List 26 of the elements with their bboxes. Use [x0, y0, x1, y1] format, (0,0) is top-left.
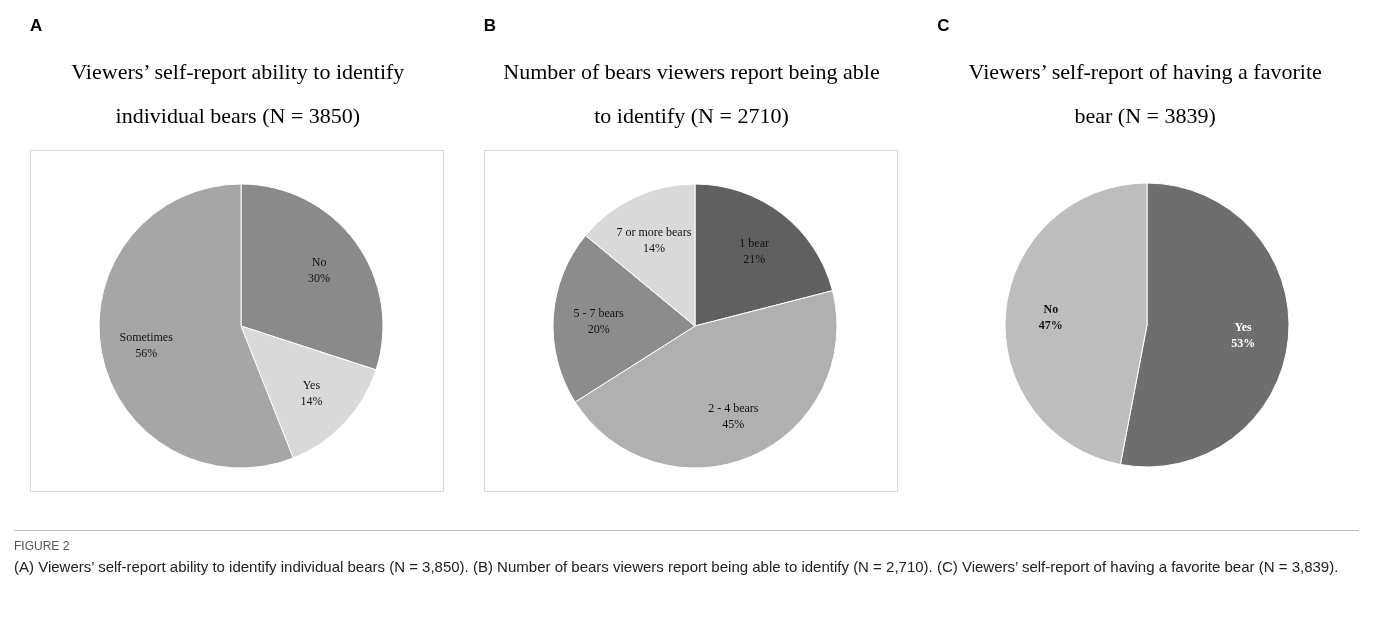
slice-label: 1 bear: [739, 235, 769, 250]
caption: FIGURE 2: [14, 539, 71, 553]
slice-label: Yes: [302, 378, 321, 393]
slice-label: 7 or more bears: [616, 224, 692, 239]
text: C: [937, 16, 951, 36]
data-label: 53%: [1231, 336, 1256, 351]
data-label: 45%: [722, 416, 745, 431]
data-label: 56%: [135, 346, 158, 361]
chart-title: Viewers’ self-report of having a favorite bear (N = 3839): [967, 58, 1323, 130]
data-label: 14%: [300, 394, 323, 409]
data-label: 47%: [1039, 317, 1064, 332]
slice-label: No: [311, 255, 327, 270]
data-label: 20%: [587, 321, 610, 336]
text: (A) Viewers’ self-report ability to identify individual bears (N = 3,850). (B) Number of bears viewers report being able to identify (N = 2,710). (C) Viewers’ self-report of having a favorite bear (N = 3,839).: [14, 557, 1340, 577]
data-label: 14%: [642, 240, 665, 255]
text: A: [30, 16, 44, 36]
slice-label: 5 - 7 bears: [573, 305, 624, 320]
slice-label: Sometimes: [119, 330, 174, 345]
chart-title: Number of bears viewers report being able to identify (N = 2710): [502, 58, 881, 130]
slice-label: 2 - 4 bears: [707, 400, 759, 415]
slice-label: No: [1043, 301, 1059, 316]
data-label: 21%: [742, 251, 765, 266]
text: B: [483, 16, 497, 36]
chart-title: Viewers’ self-report ability to identify individual bears (N = 3850): [70, 58, 406, 130]
slice-label: Yes: [1234, 320, 1253, 335]
data-label: 30%: [308, 271, 331, 286]
